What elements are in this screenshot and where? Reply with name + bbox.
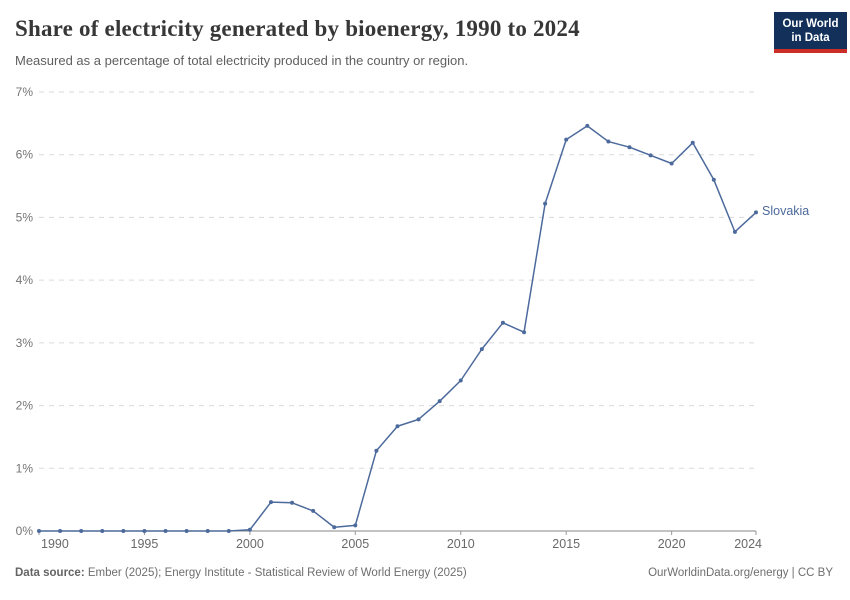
data-point[interactable] [100, 529, 105, 533]
data-point[interactable] [437, 399, 442, 404]
data-point[interactable] [606, 139, 611, 144]
chart-title: Share of electricity generated by bioene… [15, 16, 580, 41]
data-point[interactable] [184, 529, 189, 533]
data-point[interactable] [79, 529, 84, 533]
data-source-text: Ember (2025); Energy Institute - Statist… [84, 567, 467, 579]
data-point[interactable] [142, 529, 147, 533]
data-point[interactable] [500, 320, 505, 325]
data-point[interactable] [58, 529, 63, 533]
data-point[interactable] [290, 500, 295, 505]
chart-footer: Data source: Ember (2025); Energy Instit… [15, 567, 833, 579]
x-tick-label: 2000 [236, 537, 264, 551]
y-tick-label: 1% [16, 461, 34, 475]
data-point[interactable] [311, 508, 316, 513]
y-tick-label: 6% [16, 148, 34, 162]
data-source[interactable]: Data source: Ember (2025); Energy Instit… [15, 567, 467, 579]
data-point[interactable] [564, 137, 569, 142]
y-tick-label: 5% [16, 210, 34, 224]
data-point[interactable] [648, 153, 653, 158]
data-point[interactable] [479, 347, 484, 352]
data-point[interactable] [205, 529, 210, 533]
data-point[interactable] [247, 527, 252, 532]
data-point[interactable] [353, 523, 358, 528]
data-point[interactable] [585, 123, 590, 128]
data-point[interactable] [669, 161, 674, 166]
credit-link[interactable]: OurWorldinData.org/energy | CC BY [648, 567, 833, 579]
y-tick-label: 3% [16, 336, 34, 350]
owid-logo-line2: in Data [791, 32, 830, 45]
data-point[interactable] [374, 448, 379, 453]
data-point[interactable] [37, 529, 41, 533]
data-point[interactable] [395, 424, 400, 429]
data-point[interactable] [458, 378, 463, 383]
y-tick-label: 0% [16, 524, 34, 538]
y-tick-label: 4% [16, 273, 34, 287]
data-source-label: Data source: [15, 567, 85, 579]
x-tick-label: 2024 [734, 537, 762, 551]
y-tick-label: 2% [16, 399, 34, 413]
data-point[interactable] [121, 529, 126, 533]
data-point[interactable] [332, 525, 337, 530]
data-point[interactable] [163, 529, 168, 533]
x-tick-label: 1990 [41, 537, 69, 551]
chart-subtitle: Measured as a percentage of total electr… [15, 53, 469, 68]
x-tick-label: 2005 [341, 537, 369, 551]
data-point[interactable] [416, 417, 421, 422]
x-tick-label: 2015 [552, 537, 580, 551]
series-line[interactable] [39, 125, 757, 532]
x-tick-label: 2020 [658, 537, 686, 551]
y-tick-label: 7% [16, 85, 34, 99]
data-point[interactable] [690, 140, 695, 145]
data-point[interactable] [627, 145, 632, 150]
data-point[interactable] [522, 330, 527, 335]
data-point[interactable] [226, 529, 231, 533]
data-point[interactable] [732, 229, 737, 234]
owid-logo-line1: Our World [782, 18, 839, 30]
x-tick-label: 1995 [131, 537, 159, 551]
data-point[interactable] [268, 500, 273, 505]
entity-label[interactable]: Slovakia [762, 204, 810, 219]
data-point[interactable] [543, 201, 548, 206]
owid-logo[interactable]: Our World in Data [774, 12, 847, 54]
data-point[interactable] [711, 177, 716, 182]
data-point[interactable] [754, 210, 758, 215]
x-tick-label: 2010 [447, 537, 475, 551]
